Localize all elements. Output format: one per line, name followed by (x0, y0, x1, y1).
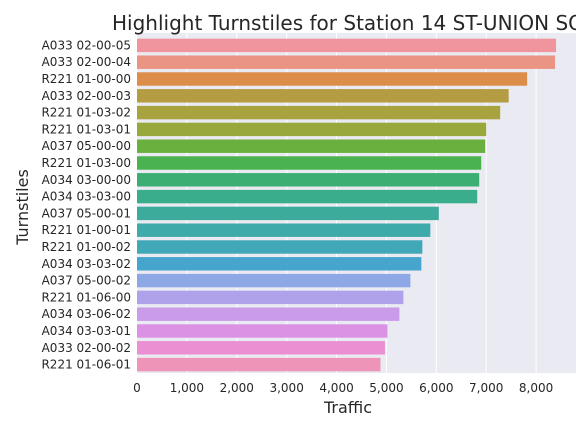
x-tick-label: 7,000 (469, 381, 503, 395)
bar (137, 307, 400, 321)
y-tick-label: A037 05-00-00 (42, 139, 131, 153)
x-axis-label: Traffic (323, 398, 372, 417)
chart-title: Highlight Turnstiles for Station 14 ST-U… (112, 11, 576, 35)
y-tick-label: R221 01-03-00 (41, 156, 131, 170)
x-tick-label: 1,000 (170, 381, 204, 395)
bar (137, 38, 557, 53)
y-tick-label: A034 03-03-00 (42, 190, 131, 204)
y-tick-label: R221 01-00-02 (41, 240, 131, 254)
y-tick-label: R221 01-03-01 (41, 122, 131, 136)
y-axis-label: Turnstiles (13, 169, 32, 246)
y-tick-label: A034 03-03-01 (42, 324, 131, 338)
bar (137, 189, 478, 204)
bar (137, 223, 431, 237)
bar (137, 324, 388, 338)
bar (137, 122, 487, 137)
bar (137, 357, 381, 372)
x-tick-label: 0 (133, 381, 141, 395)
bar (137, 341, 385, 355)
y-tick-label: R221 01-00-01 (41, 223, 131, 237)
y-tick-label: A033 02-00-05 (42, 38, 131, 52)
y-tick-label: A034 03-00-00 (42, 173, 131, 187)
bar (137, 173, 480, 187)
x-tick-label: 8,000 (519, 381, 553, 395)
bars (137, 38, 557, 372)
y-tick-label: R221 01-00-00 (41, 72, 131, 86)
y-tick-label: A037 05-00-02 (42, 274, 131, 288)
x-tick-labels: 0 1,000 2,000 3,000 4,000 5,000 6,000 7,000 8,00… (133, 381, 553, 395)
y-tick-label: R221 01-03-02 (41, 106, 131, 120)
bar (137, 290, 404, 305)
y-tick-label: A033 02-00-03 (42, 89, 131, 103)
bar (137, 206, 439, 221)
y-tick-label: A034 03-06-02 (42, 307, 131, 321)
y-tick-label: A033 02-00-04 (42, 55, 131, 69)
y-tick-label: A037 05-00-01 (42, 206, 131, 220)
bar (137, 105, 501, 120)
y-tick-label: R221 01-06-01 (41, 358, 131, 372)
bar (137, 139, 486, 153)
bar (137, 72, 528, 86)
y-tick-label: R221 01-06-00 (41, 290, 131, 304)
y-tick-label: A034 03-03-02 (42, 257, 131, 271)
bar (137, 257, 422, 271)
bar (137, 240, 423, 254)
bar (137, 55, 556, 69)
bar (137, 156, 482, 170)
bar (137, 273, 411, 288)
x-tick-label: 5,000 (369, 381, 403, 395)
x-tick-label: 3,000 (269, 381, 303, 395)
bar (137, 89, 509, 103)
x-tick-label: 6,000 (419, 381, 453, 395)
y-tick-label: A033 02-00-02 (42, 341, 131, 355)
x-tick-label: 2,000 (220, 381, 254, 395)
x-tick-label: 4,000 (319, 381, 353, 395)
y-tick-labels: A033 02-00-05 A033 02-00-04 R221 01-00-00 A… (41, 38, 131, 371)
